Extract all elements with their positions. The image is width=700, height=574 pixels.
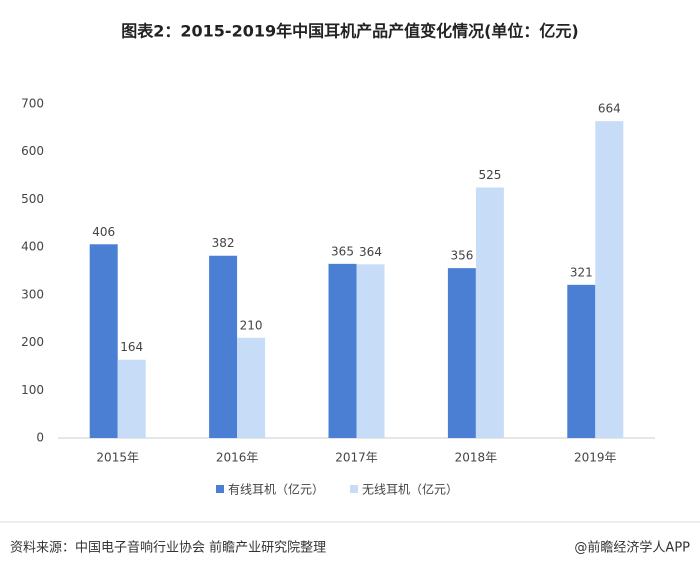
chart-title: 图表2：2015-2019年中国耳机产品产值变化情况(单位：亿元) [121, 22, 578, 41]
data-label: 525 [478, 168, 501, 182]
legend-label: 有线耳机（亿元） [228, 482, 324, 497]
bar [475, 187, 504, 438]
data-label: 664 [598, 102, 621, 116]
bar [117, 359, 146, 438]
bar [328, 263, 357, 438]
bar [237, 337, 266, 438]
bar [209, 255, 238, 438]
data-label: 321 [570, 265, 593, 279]
x-tick-label: 2015年 [96, 451, 139, 465]
data-label: 382 [212, 236, 235, 250]
data-label: 356 [450, 249, 473, 263]
y-tick-label: 400 [21, 240, 44, 254]
credit: @前瞻经济学人APP [574, 540, 690, 556]
x-tick-label: 2016年 [216, 451, 259, 465]
data-label: 365 [331, 244, 354, 258]
legend-label: 无线耳机（亿元） [362, 482, 458, 497]
data-label: 364 [359, 245, 382, 259]
y-tick-label: 500 [21, 192, 44, 206]
data-label: 164 [120, 340, 143, 354]
y-tick-label: 200 [21, 335, 44, 349]
y-tick-label: 700 [21, 97, 44, 111]
x-tick-label: 2017年 [335, 451, 378, 465]
source: 资料来源：中国电子音响行业协会 前瞻产业研究院整理 [10, 540, 326, 556]
y-tick-label: 100 [21, 383, 44, 397]
bar [567, 284, 596, 438]
data-label: 210 [240, 318, 263, 332]
bar [595, 121, 624, 439]
legend-swatch [350, 485, 358, 493]
x-tick-label: 2019年 [574, 451, 617, 465]
legend-swatch [216, 485, 224, 493]
y-tick-label: 300 [21, 287, 44, 301]
bar [356, 264, 385, 438]
bar [447, 268, 476, 438]
data-label: 406 [92, 225, 115, 239]
x-tick-label: 2018年 [455, 451, 498, 465]
y-tick-label: 600 [21, 144, 44, 158]
bar [89, 244, 118, 438]
y-tick-label: 0 [36, 431, 44, 445]
